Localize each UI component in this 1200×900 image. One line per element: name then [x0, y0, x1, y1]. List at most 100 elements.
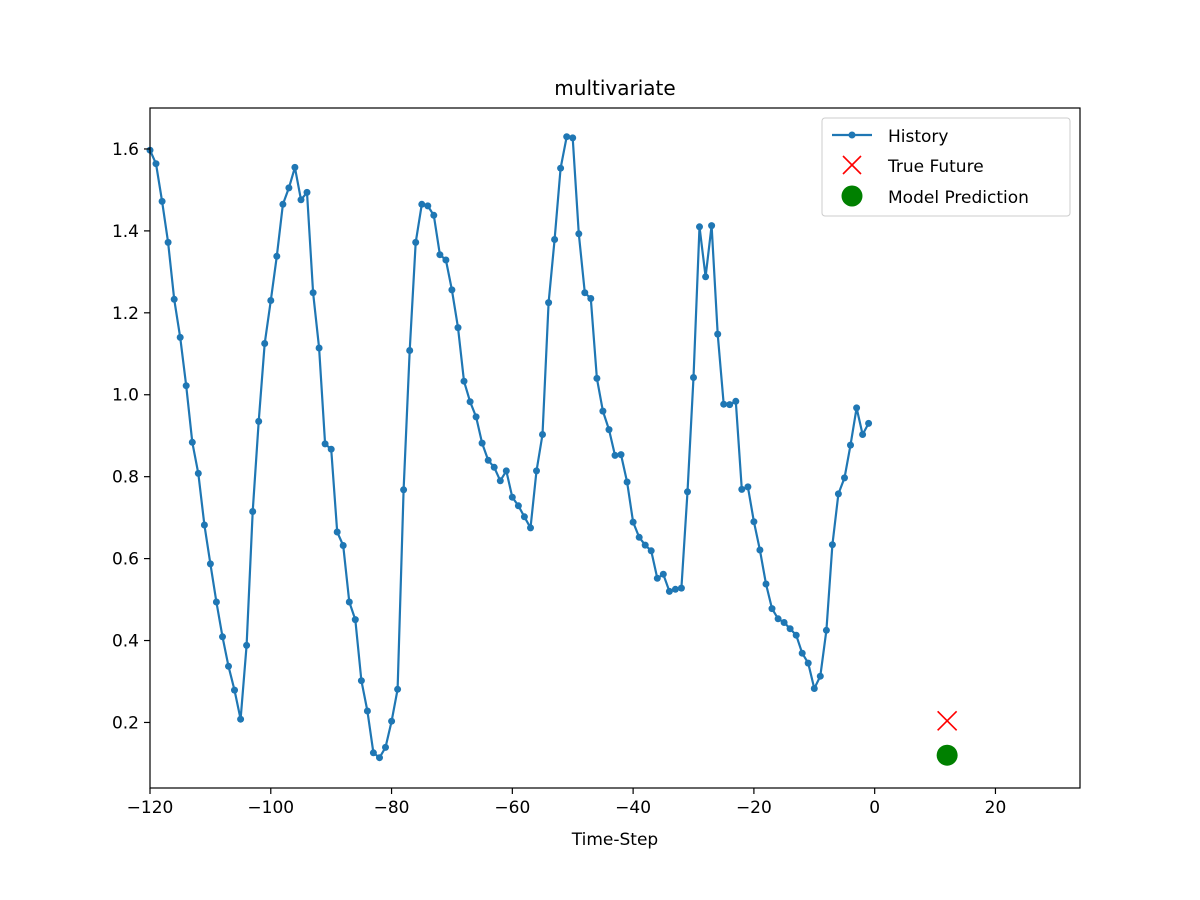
history-point — [853, 404, 861, 412]
history-point — [780, 619, 788, 626]
history-point — [804, 659, 812, 667]
y-tick-label: 0.2 — [112, 713, 139, 733]
history-point — [406, 347, 414, 354]
history-point — [158, 197, 166, 205]
history-point — [629, 518, 637, 526]
history-point — [460, 377, 468, 385]
history-point — [623, 478, 631, 486]
x-axis: −120 −100 −80 −60 −40 −20 0 20 — [127, 788, 1007, 818]
history-point — [279, 200, 287, 208]
history-point — [490, 463, 498, 471]
history-point — [786, 625, 794, 633]
history-point — [418, 200, 426, 208]
history-point — [575, 230, 583, 238]
history-point — [369, 749, 377, 757]
legend-true-future-label: True Future — [887, 157, 984, 177]
history-point — [545, 299, 553, 307]
model-prediction-point — [936, 744, 958, 766]
history-point — [587, 295, 595, 302]
history-point — [822, 626, 830, 634]
y-tick-label: 1.2 — [112, 304, 139, 324]
history-point — [635, 533, 643, 541]
history-point — [206, 560, 214, 568]
history-point — [514, 502, 522, 510]
history-point — [726, 401, 734, 409]
history-point — [454, 324, 462, 332]
history-point — [563, 133, 571, 141]
y-tick-label: 0.8 — [112, 468, 139, 488]
history-point — [327, 445, 335, 453]
history-point — [599, 407, 607, 415]
y-tick-label: 0.6 — [112, 550, 139, 570]
history-point — [273, 252, 281, 260]
history-point — [267, 297, 275, 304]
y-tick-label: 0.4 — [112, 632, 139, 652]
history-point — [539, 431, 546, 438]
x-axis-label: Time-Step — [571, 830, 658, 850]
history-point — [225, 662, 232, 670]
x-tick-label: −20 — [736, 798, 772, 818]
x-tick-label: 20 — [985, 798, 1007, 818]
history-point — [382, 743, 389, 751]
history-point — [219, 633, 226, 641]
history-series-line — [148, 135, 870, 759]
history-point — [750, 518, 758, 526]
history-point — [170, 295, 178, 303]
history-point — [152, 160, 160, 168]
history-point — [448, 286, 456, 294]
history-point — [243, 641, 251, 649]
history-point — [339, 542, 347, 549]
history-point — [593, 374, 601, 382]
history-point — [792, 631, 800, 639]
history-point — [684, 488, 691, 496]
history-point — [834, 490, 842, 498]
legend-model-prediction-label: Model Prediction — [888, 188, 1029, 208]
chart-title: multivariate — [554, 76, 675, 100]
history-point — [732, 397, 740, 405]
history-point — [508, 493, 516, 501]
history-point — [376, 754, 383, 762]
history-point — [357, 677, 365, 685]
history-point — [249, 508, 257, 515]
x-tick-label: −120 — [127, 798, 174, 818]
x-tick-label: −60 — [494, 798, 530, 818]
history-point — [231, 686, 238, 694]
true-future-point — [937, 710, 958, 731]
history-point — [291, 163, 299, 171]
history-point — [665, 587, 673, 595]
history-point — [388, 717, 396, 725]
history-point — [702, 273, 710, 281]
history-point — [303, 188, 311, 196]
history-point — [394, 685, 402, 693]
history-point — [708, 222, 716, 230]
history-point — [605, 426, 613, 434]
history-point — [412, 238, 420, 246]
legend-model-prediction-marker — [841, 185, 863, 207]
history-point — [768, 605, 776, 613]
history-point — [671, 585, 679, 593]
history-point — [696, 223, 703, 231]
history-point — [212, 598, 220, 606]
history-point — [424, 202, 432, 210]
history-point — [738, 485, 746, 493]
legend-history-label: History — [888, 127, 948, 147]
y-axis: 0.2 0.4 0.6 0.8 1.0 1.2 1.4 1.6 — [112, 140, 150, 733]
history-point — [466, 398, 474, 406]
history-point — [182, 382, 190, 390]
history-point — [400, 486, 408, 494]
history-point — [653, 574, 661, 582]
history-point — [659, 570, 667, 578]
x-tick-label: −80 — [374, 798, 410, 818]
history-point — [237, 715, 245, 723]
history-point — [496, 477, 504, 485]
history-point — [714, 330, 722, 338]
history-point — [315, 344, 323, 352]
history-point — [188, 438, 196, 446]
history-point — [363, 707, 371, 715]
plot-frame — [149, 107, 1081, 789]
history-point — [333, 528, 341, 536]
history-point — [297, 196, 305, 204]
history-point — [641, 541, 649, 549]
plot-area — [146, 133, 958, 766]
